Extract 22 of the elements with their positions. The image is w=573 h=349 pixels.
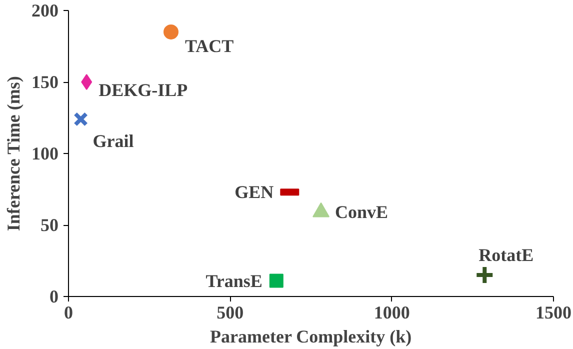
y-tick-label: 150 [32, 72, 58, 92]
series-label: Grail [92, 131, 134, 152]
series-label: TACT [184, 36, 234, 56]
y-axis-title: Inference Time (ms) [4, 76, 24, 232]
y-tick-label: 0 [50, 286, 58, 306]
x-tick-label: 1000 [374, 302, 410, 322]
point [269, 274, 284, 288]
x-tick-label: 500 [216, 302, 244, 322]
point [81, 74, 92, 90]
x-tick-label: 0 [64, 302, 73, 322]
point [163, 24, 178, 40]
y-tick-label: 200 [32, 0, 58, 20]
series-label: TransE [206, 270, 262, 291]
x-axis-title: Parameter Complexity (k) [210, 326, 412, 346]
point [73, 112, 88, 126]
series-label: GEN [234, 182, 274, 202]
series-label: RotatE [478, 245, 534, 266]
series-label: DEKG-ILP [98, 80, 188, 100]
y-tick-label: 50 [40, 215, 58, 235]
x-tick-label: 1500 [536, 302, 572, 322]
series-label: ConvE [335, 202, 388, 222]
y-tick-label: 100 [32, 144, 58, 164]
